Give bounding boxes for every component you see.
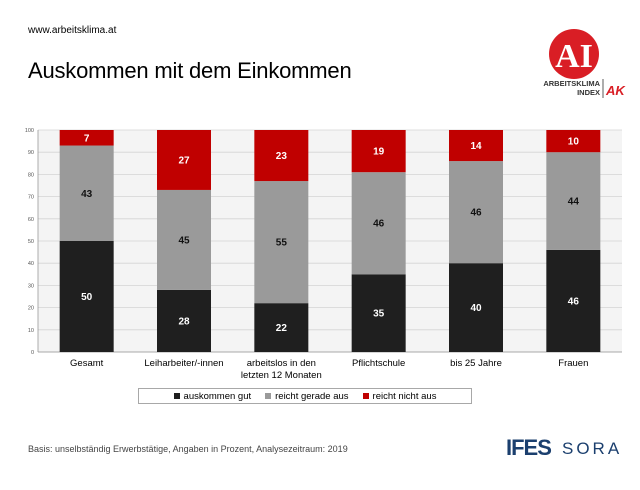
bar-nicht (546, 130, 601, 153)
legend-item-nicht: reicht nicht aus (362, 390, 437, 402)
sora-logo-text: SORA (562, 439, 622, 458)
bar-gut (351, 274, 406, 352)
bar-gerade (449, 161, 503, 264)
footnote: Basis: unselbständig Erwerbstätige, Anga… (28, 444, 348, 454)
data-label: 27 (178, 155, 190, 166)
legend-label-gerade: reicht gerade aus (275, 390, 349, 402)
bar-nicht (157, 130, 211, 190)
x-tick-label: Gesamt (70, 358, 104, 369)
y-tick-label: 90 (28, 150, 34, 156)
legend-label-nicht: reicht nicht aus (372, 390, 437, 402)
logo-circle (549, 29, 599, 79)
bar-gerade (157, 189, 211, 290)
bar-gerade (254, 181, 309, 304)
bar-gerade (59, 145, 114, 241)
data-label: 10 (568, 137, 580, 148)
bar-nicht (351, 130, 406, 173)
y-tick-label: 80 (28, 172, 34, 178)
y-tick-label: 60 (28, 217, 34, 223)
y-tick-label: 30 (28, 283, 34, 289)
legend-swatch-nicht (362, 393, 369, 399)
data-label: 46 (470, 208, 482, 219)
x-tick-label: Leiharbeiter/-innen (144, 358, 223, 369)
bar-nicht (449, 130, 503, 162)
bar-nicht (254, 130, 309, 182)
x-tick-label: bis 25 Jahre (450, 358, 502, 369)
data-label: 28 (178, 316, 190, 327)
y-tick-label: 50 (28, 239, 34, 245)
arbeitsklima-index-logo: AI ARBEITSKLIMA INDEX AK (543, 29, 626, 98)
logo-line1: ARBEITSKLIMA (543, 79, 600, 88)
bar-gut (157, 289, 211, 352)
data-label: 19 (373, 147, 385, 158)
data-label: 23 (276, 151, 288, 162)
website-url: www.arbeitsklima.at (28, 25, 117, 36)
data-label: 50 (81, 292, 93, 303)
bar-gut (449, 263, 503, 352)
logo-ak: AK (605, 83, 626, 98)
data-label: 46 (568, 296, 580, 307)
legend-label-gut: auskommen gut (183, 390, 252, 402)
y-tick-label: 10 (28, 328, 34, 334)
y-tick-label: 70 (28, 195, 34, 201)
data-label: 14 (470, 141, 482, 152)
legend-swatch-gerade (265, 393, 272, 399)
data-label: 40 (470, 303, 482, 314)
bar-gut (59, 241, 114, 352)
bar-nicht (59, 130, 114, 146)
x-tick-label: letzten 12 Monaten (241, 370, 322, 381)
y-tick-label: 100 (25, 128, 34, 134)
y-tick-label: 20 (28, 306, 34, 312)
data-label: 7 (84, 133, 90, 144)
bar-gerade (546, 152, 601, 250)
legend-item-gut: auskommen gut (173, 390, 252, 402)
ifes-logo-text: IFES (506, 435, 551, 460)
bar-gerade (351, 172, 406, 275)
x-tick-label: Frauen (558, 358, 588, 369)
data-label: 55 (276, 238, 288, 249)
legend-item-gerade: reicht gerade aus (265, 390, 349, 402)
data-label: 35 (373, 309, 385, 320)
data-label: 43 (81, 189, 93, 200)
page-title: Auskommen mit dem Einkommen (28, 58, 352, 83)
logo-line2: INDEX (577, 88, 600, 97)
x-tick-label: Pflichtschule (352, 358, 405, 369)
legend-swatch-gut (173, 393, 180, 399)
data-label: 44 (568, 197, 580, 208)
data-label: 45 (178, 235, 190, 246)
ifes-sora-logo: IFES SORA (506, 435, 622, 460)
x-tick-label: arbeitslos in den (247, 358, 316, 369)
bar-gut (546, 249, 601, 352)
bar-gut (254, 303, 309, 352)
y-tick-label: 0 (31, 350, 34, 356)
chart-legend: auskommen gut reicht gerade aus reicht n… (138, 388, 472, 404)
data-label: 22 (276, 323, 288, 334)
data-label: 46 (373, 219, 385, 230)
y-tick-label: 40 (28, 261, 34, 267)
logo-letters: AI (555, 38, 593, 75)
